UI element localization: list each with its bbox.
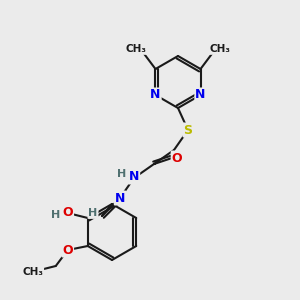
Text: CH₃: CH₃: [209, 44, 230, 54]
Text: CH₃: CH₃: [22, 267, 43, 277]
Text: H: H: [88, 208, 98, 218]
Text: S: S: [184, 124, 193, 136]
Text: O: O: [62, 206, 73, 220]
Text: CH₃: CH₃: [126, 44, 147, 54]
Text: N: N: [195, 88, 206, 101]
Text: H: H: [51, 210, 60, 220]
Text: O: O: [172, 152, 182, 164]
Text: H: H: [117, 169, 127, 179]
Text: N: N: [129, 170, 139, 184]
Text: N: N: [150, 88, 161, 101]
Text: N: N: [115, 191, 125, 205]
Text: O: O: [62, 244, 73, 256]
